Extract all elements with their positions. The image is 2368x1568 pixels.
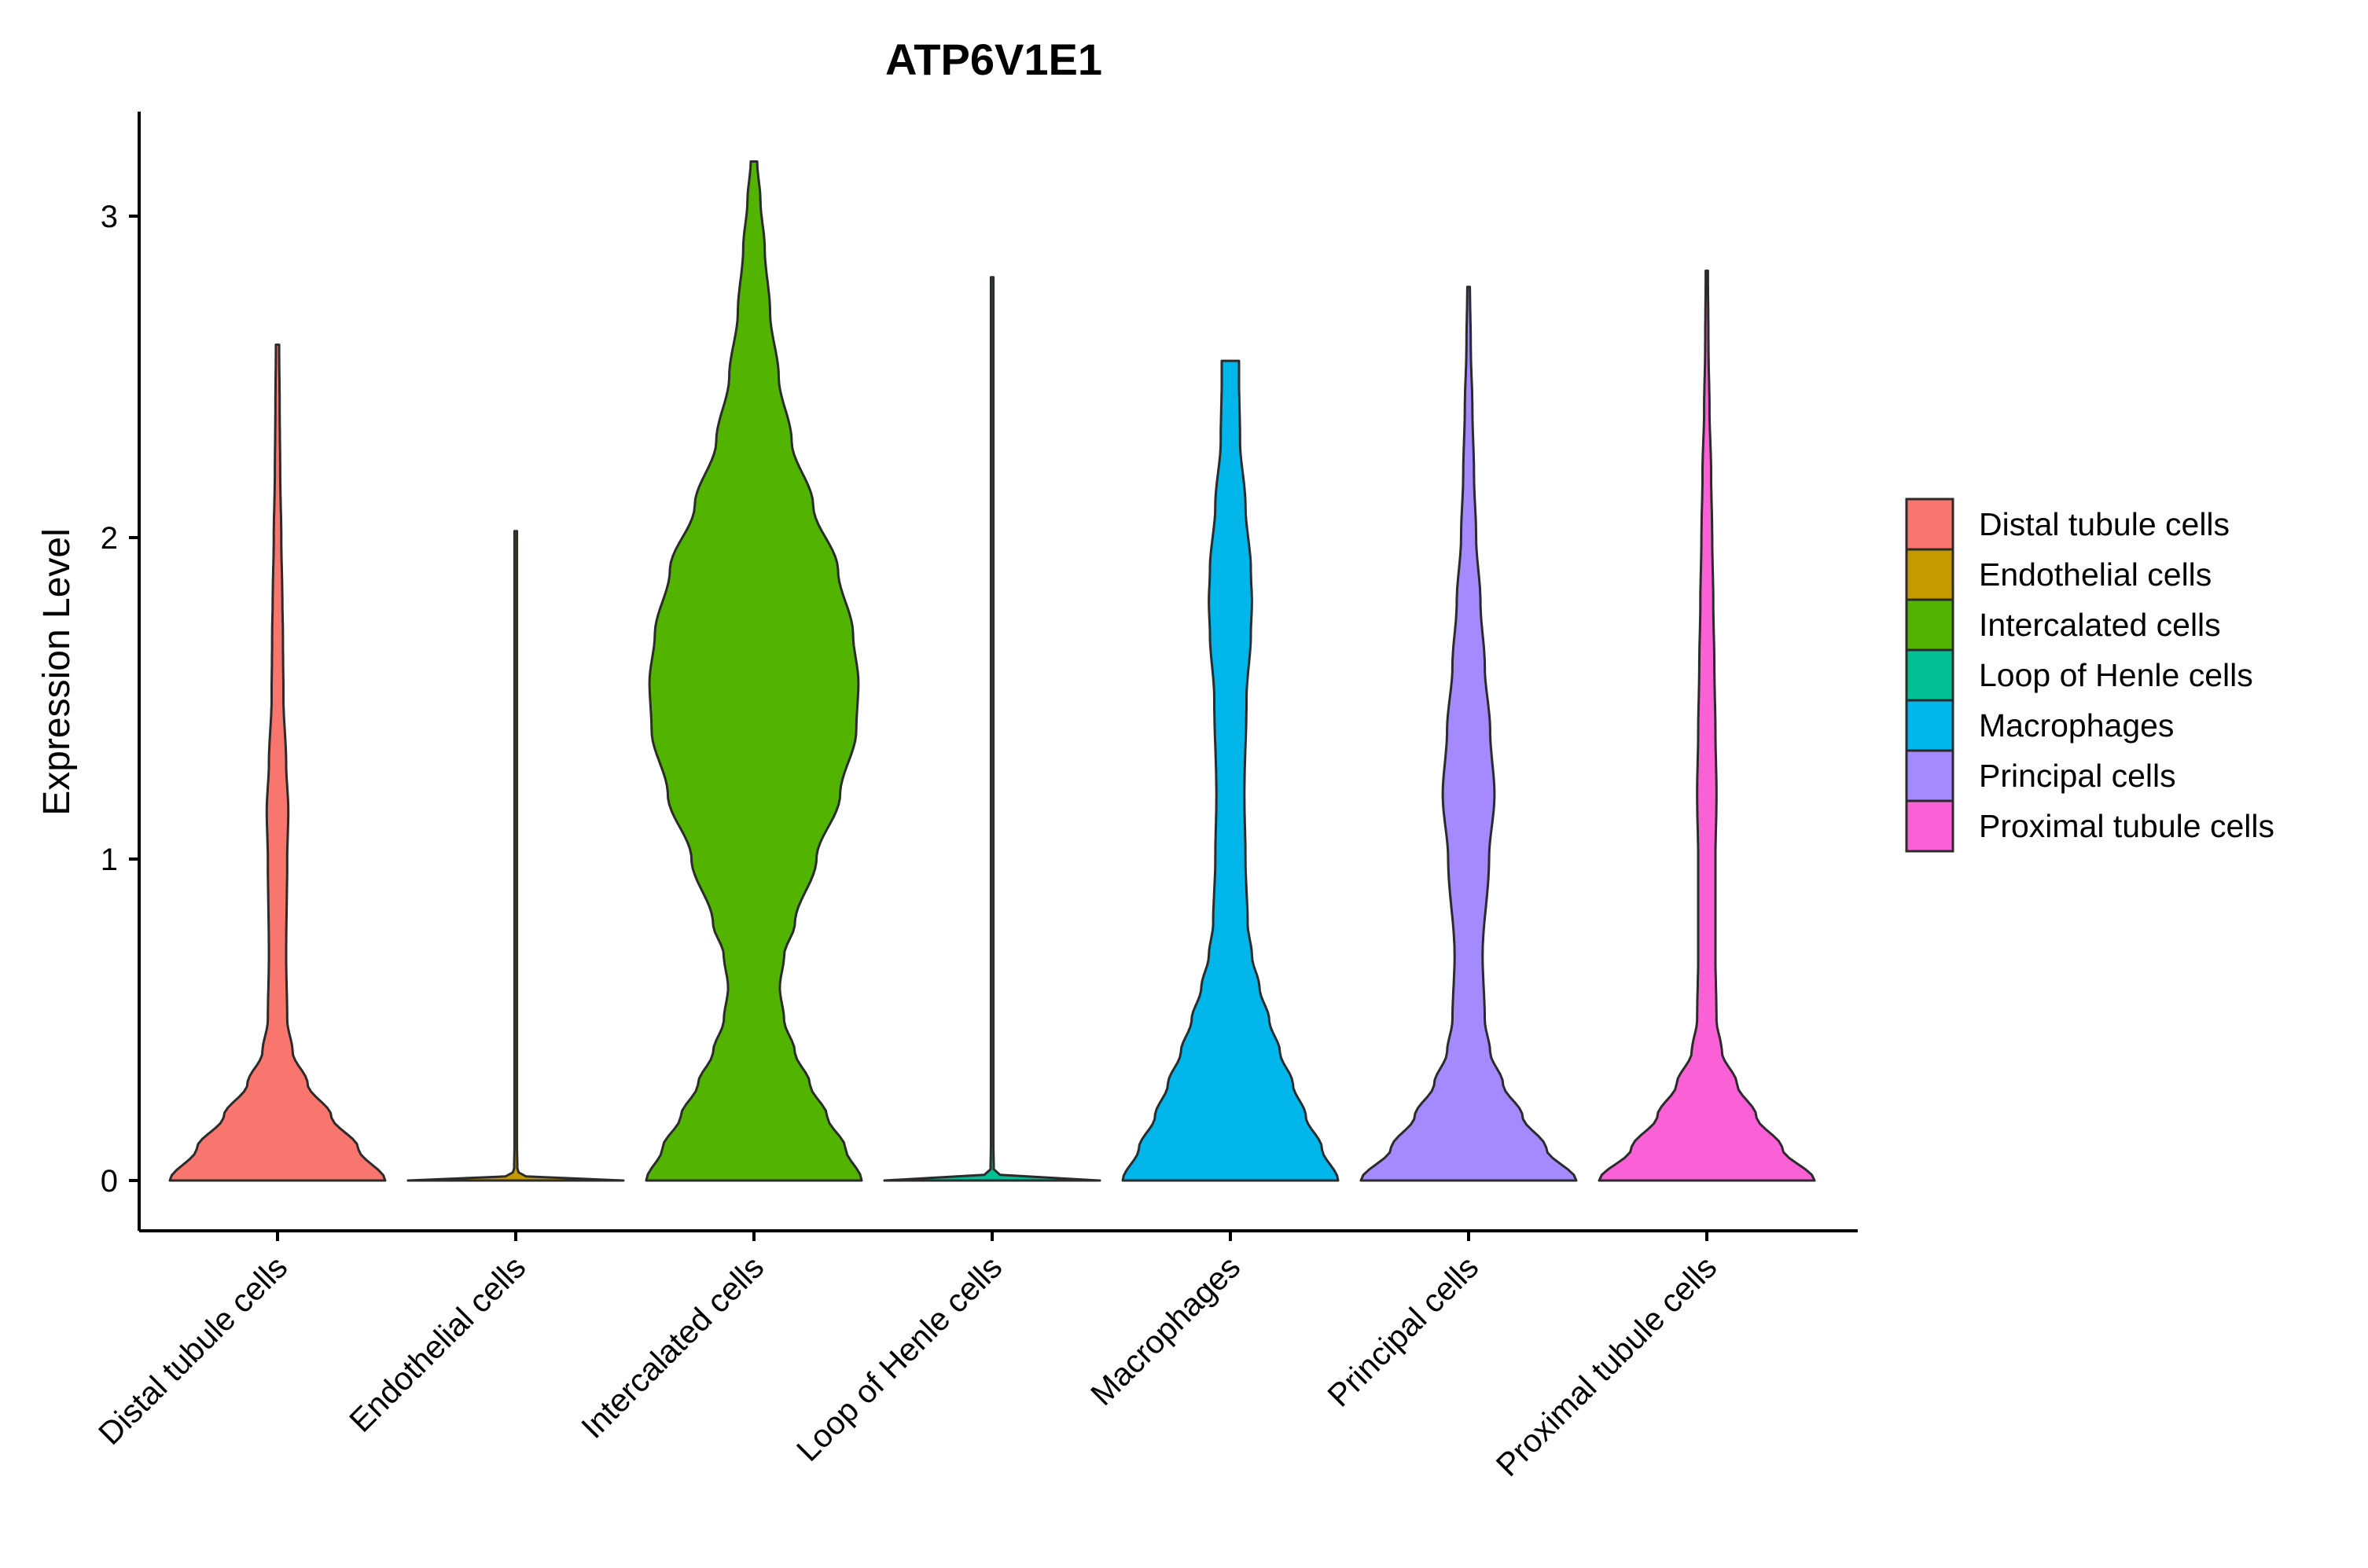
violin-loop-of-henle-cells xyxy=(883,276,1101,1182)
x-tick-label-loop-of-henle-cells: Loop of Henle cells xyxy=(789,1249,1009,1468)
legend-swatch-principal-cells xyxy=(1905,749,1954,802)
violin-endothelial-cells xyxy=(406,530,625,1182)
violin-macrophages xyxy=(1121,359,1340,1182)
x-tick-label-intercalated-cells: Intercalated cells xyxy=(574,1249,770,1445)
x-tick-label-distal-tubule-cells: Distal tubule cells xyxy=(91,1249,294,1452)
x-ticks: Distal tubule cells Endothelial cells Inte… xyxy=(91,1231,1723,1483)
legend-swatch-endothelial-cells xyxy=(1905,548,1954,601)
violins-group xyxy=(168,160,1816,1182)
legend-swatch-proximal-tubule-cells xyxy=(1905,799,1954,853)
x-tick-label-principal-cells: Principal cells xyxy=(1321,1249,1486,1414)
legend-swatch-intercalated-cells xyxy=(1905,598,1954,652)
legend-swatch-distal-tubule-cells xyxy=(1905,498,1954,551)
legend-swatch-loop-of-henle-cells xyxy=(1905,648,1954,702)
y-tick-label-0: 0 xyxy=(101,1164,118,1199)
violin-intercalated-cells xyxy=(645,160,863,1182)
legend-label-principal-cells: Principal cells xyxy=(1979,758,2176,794)
legend-label-distal-tubule-cells: Distal tubule cells xyxy=(1979,506,2230,542)
legend-label-endothelial-cells: Endothelial cells xyxy=(1979,556,2212,593)
x-tick-label-endothelial-cells: Endothelial cells xyxy=(342,1249,532,1439)
y-tick-label-2: 2 xyxy=(101,521,118,556)
x-tick-label-macrophages: Macrophages xyxy=(1083,1249,1247,1412)
legend-label-intercalated-cells: Intercalated cells xyxy=(1979,607,2221,643)
chart-title: ATP6V1E1 xyxy=(885,35,1102,84)
legend: Distal tubule cells Endothelial cells Inte… xyxy=(1905,498,2274,853)
violin-principal-cells xyxy=(1359,285,1578,1182)
y-tick-label-1: 1 xyxy=(101,843,118,877)
legend-label-loop-of-henle-cells: Loop of Henle cells xyxy=(1979,657,2253,693)
x-tick-label-proximal-tubule-cells: Proximal tubule cells xyxy=(1489,1249,1723,1483)
legend-swatch-macrophages xyxy=(1905,699,1954,752)
y-tick-label-3: 3 xyxy=(101,200,118,234)
legend-label-proximal-tubule-cells: Proximal tubule cells xyxy=(1979,808,2274,844)
violin-proximal-tubule-cells xyxy=(1598,270,1816,1182)
y-ticks: 0 1 2 3 xyxy=(101,200,139,1199)
y-axis-label: Expression Level xyxy=(36,528,78,816)
violin-distal-tubule-cells xyxy=(168,343,387,1182)
legend-label-macrophages: Macrophages xyxy=(1979,707,2174,744)
